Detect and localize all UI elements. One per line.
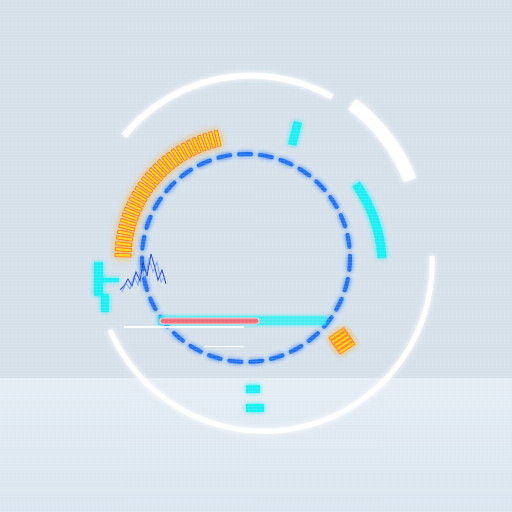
- amber-gauge-segment: [196, 134, 207, 152]
- amber-gauge-segment: [137, 180, 154, 194]
- waveform-line-dark: [119, 253, 167, 291]
- amber-gauge-segment: [175, 144, 188, 162]
- amber-gauge-segment: [128, 195, 146, 208]
- amber-gauge-segment: [116, 229, 135, 237]
- amber-gauge-segment: [140, 176, 157, 190]
- waveform-line-light: [121, 257, 166, 293]
- white-baseline: [124, 326, 244, 328]
- amber-gauge-segment: [170, 148, 184, 165]
- amber-gauge-segment: [121, 212, 139, 222]
- amber-small-segment: [330, 330, 349, 345]
- readout-line: [204, 346, 244, 347]
- amber-gauge-segment: [202, 132, 212, 151]
- cyan-accents: [94, 121, 387, 412]
- amber-gauge-segment: [156, 158, 171, 174]
- amber-gauge-segment: [118, 223, 136, 232]
- amber-gauge-segment: [180, 141, 193, 159]
- cyan-notch-left: [103, 278, 119, 282]
- amber-gauge-segment: [161, 155, 175, 171]
- cyan-arc-right: [352, 181, 387, 259]
- dashed-inner-ring: [140, 152, 352, 364]
- amber-small-segment: [337, 341, 356, 355]
- outer-ring: [107, 72, 435, 434]
- amber-gauge-segment: [125, 201, 143, 212]
- waveform-graph: [119, 253, 167, 293]
- amber-small-segment: [328, 327, 347, 341]
- amber-gauge-segment: [123, 206, 141, 217]
- outer-ring-arc-top: [121, 72, 334, 138]
- amber-gauge-segment: [131, 190, 148, 203]
- amber-gauge-segment: [213, 129, 222, 147]
- amber-gauge-segment: [148, 167, 164, 182]
- amber-small-gauge: [328, 327, 356, 355]
- amber-gauge-segment: [208, 131, 217, 149]
- amber-gauge-segment: [114, 253, 132, 258]
- amber-gauge-segment: [119, 217, 137, 227]
- amber-gauge-segment: [144, 171, 160, 186]
- amber-gauge-segment: [115, 235, 134, 242]
- outer-ring-arc-right: [107, 255, 435, 434]
- cyan-block-bottom-2: [246, 404, 264, 412]
- cyan-bar-left: [94, 262, 103, 296]
- cyan-block-bottom-1: [246, 385, 260, 393]
- amber-gauge-segment: [185, 139, 198, 157]
- red-bar: [159, 317, 260, 325]
- hud-caption: [198, 334, 258, 346]
- amber-gauge-segment: [115, 241, 133, 248]
- amber-segment-gauge: [114, 129, 222, 258]
- cyan-tick-top: [288, 121, 302, 146]
- amber-gauge-segment: [165, 151, 180, 168]
- amber-gauge-segment: [114, 247, 132, 253]
- outer-ring-arc-top-right: [348, 98, 417, 183]
- amber-small-segment: [335, 337, 354, 352]
- amber-gauge-segment: [134, 185, 151, 199]
- amber-small-segment: [333, 334, 351, 348]
- amber-gauge-segment: [191, 136, 202, 154]
- amber-gauge-segment: [152, 162, 168, 178]
- cyan-bar-left-low: [101, 294, 109, 312]
